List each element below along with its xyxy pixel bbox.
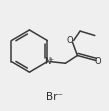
Text: O: O bbox=[66, 36, 73, 45]
Text: O: O bbox=[95, 56, 101, 66]
Text: N: N bbox=[44, 56, 50, 66]
Text: Br⁻: Br⁻ bbox=[46, 92, 63, 102]
Text: +: + bbox=[48, 56, 54, 62]
